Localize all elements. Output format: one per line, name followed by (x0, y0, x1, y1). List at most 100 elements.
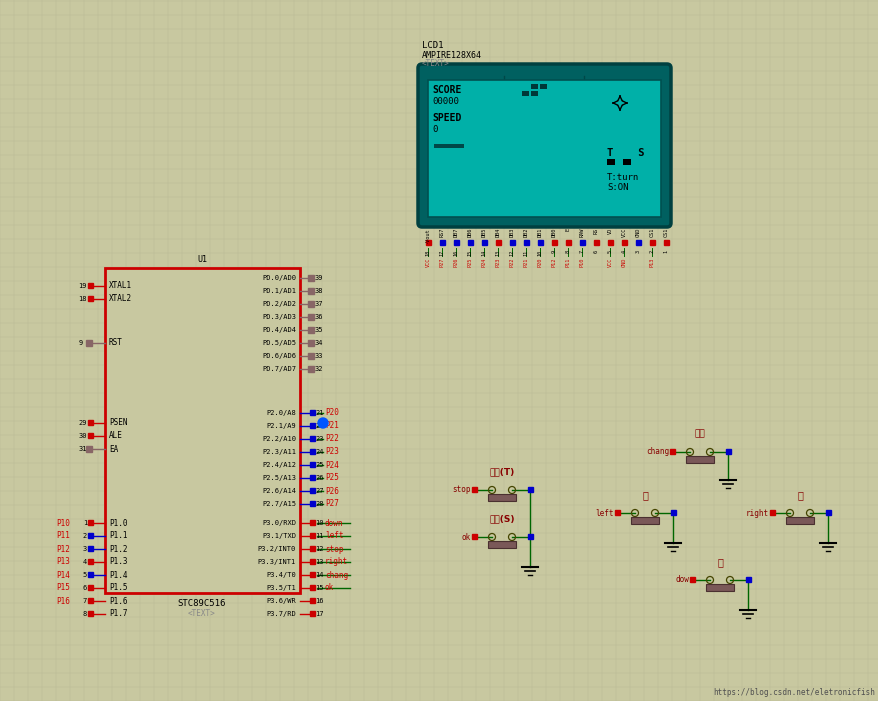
Text: 12: 12 (509, 250, 514, 257)
Text: 24: 24 (314, 449, 323, 455)
Text: 7: 7 (83, 598, 87, 604)
Text: RS7: RS7 (439, 228, 444, 238)
Text: 15: 15 (467, 250, 472, 257)
Text: 2: 2 (649, 250, 654, 253)
Bar (539, 84, 546, 89)
Text: ok: ok (325, 583, 334, 592)
Bar (88, 283, 93, 288)
Text: P25: P25 (325, 473, 339, 482)
Text: 变形: 变形 (694, 430, 704, 439)
Text: P21: P21 (325, 421, 339, 430)
Text: P3.6/WR: P3.6/WR (266, 598, 296, 604)
Bar (310, 572, 314, 577)
Text: P2.3/A11: P2.3/A11 (262, 449, 296, 455)
Text: 12: 12 (314, 546, 323, 552)
Text: 6: 6 (593, 250, 598, 253)
Text: 14: 14 (314, 572, 323, 578)
Text: 左: 左 (641, 490, 647, 500)
Text: down: down (325, 519, 343, 527)
Text: 28: 28 (314, 501, 323, 507)
Bar (310, 462, 314, 467)
Text: GND: GND (635, 228, 640, 238)
Text: 17: 17 (314, 611, 323, 617)
Text: P3.0/RXD: P3.0/RXD (262, 520, 296, 526)
Bar (307, 301, 313, 307)
Text: 2: 2 (83, 533, 87, 539)
Text: VCC: VCC (621, 228, 626, 238)
Bar (623, 159, 630, 165)
Text: P3.3/INT1: P3.3/INT1 (257, 559, 296, 565)
Bar (88, 572, 93, 577)
Text: P23: P23 (495, 258, 500, 267)
Text: right: right (745, 508, 768, 517)
Text: RAW: RAW (579, 228, 584, 238)
Text: 8: 8 (565, 250, 570, 253)
Text: E: E (565, 228, 570, 231)
Text: stop: stop (325, 545, 343, 554)
Text: 36: 36 (314, 314, 323, 320)
Text: DB1: DB1 (536, 228, 542, 238)
Bar (467, 240, 472, 245)
Text: 暂停(T): 暂停(T) (489, 468, 514, 477)
Text: DB3: DB3 (509, 228, 514, 238)
Text: 27: 27 (314, 488, 323, 494)
Text: 13: 13 (314, 559, 323, 565)
Text: P1.5: P1.5 (109, 583, 127, 592)
Text: P13: P13 (649, 258, 654, 267)
Text: P22: P22 (325, 435, 339, 444)
Text: PSEN: PSEN (109, 418, 127, 428)
Bar (669, 449, 674, 454)
Bar (307, 327, 313, 333)
Text: left: left (594, 508, 614, 517)
Bar (88, 546, 93, 551)
Text: P2.1/A9: P2.1/A9 (266, 423, 296, 429)
Bar (615, 510, 619, 515)
Text: P26: P26 (453, 258, 458, 267)
Text: 确认(S): 确认(S) (489, 515, 515, 524)
Bar (481, 240, 486, 245)
Bar (487, 494, 515, 501)
Text: P20: P20 (325, 409, 339, 418)
Text: P16: P16 (56, 597, 70, 606)
Text: 18: 18 (425, 250, 430, 257)
Text: PD.7/AD7: PD.7/AD7 (262, 366, 296, 372)
Text: P1.7: P1.7 (109, 609, 127, 618)
Bar (579, 240, 585, 245)
Text: PD.3/AD3: PD.3/AD3 (262, 314, 296, 320)
Text: 37: 37 (314, 301, 323, 307)
Text: chang: chang (325, 571, 348, 580)
Text: <TEXT>: <TEXT> (421, 60, 450, 69)
Text: 33: 33 (314, 353, 323, 359)
Text: DB7: DB7 (453, 228, 458, 238)
Text: XTAL1: XTAL1 (109, 282, 132, 290)
Text: P26: P26 (325, 486, 339, 496)
Text: P20: P20 (536, 258, 542, 267)
Text: GND: GND (621, 258, 626, 267)
Bar (530, 91, 537, 96)
Text: right: right (325, 557, 348, 566)
Bar (88, 533, 93, 538)
Bar (86, 340, 92, 346)
Text: <TEXT>: <TEXT> (188, 608, 216, 618)
Bar (630, 517, 658, 524)
Bar (88, 420, 93, 425)
Bar (769, 510, 774, 515)
Bar (104, 268, 299, 593)
Text: P3.5/T1: P3.5/T1 (266, 585, 296, 591)
Text: P3.7/RD: P3.7/RD (266, 611, 296, 617)
Bar (685, 456, 713, 463)
Bar (310, 475, 314, 480)
Text: chang: chang (645, 447, 668, 456)
Text: ALE: ALE (109, 432, 123, 440)
FancyBboxPatch shape (418, 64, 670, 227)
Text: P2.7/A15: P2.7/A15 (262, 501, 296, 507)
Text: DB0: DB0 (551, 228, 556, 238)
Text: 16: 16 (453, 250, 458, 257)
Text: 1: 1 (663, 250, 668, 253)
Text: 6: 6 (83, 585, 87, 591)
Text: PD.0/AD0: PD.0/AD0 (262, 275, 296, 281)
Text: S:ON: S:ON (607, 184, 628, 193)
Text: 15: 15 (314, 585, 323, 591)
Text: P1.4: P1.4 (109, 571, 127, 580)
Text: CS1: CS1 (663, 228, 668, 238)
